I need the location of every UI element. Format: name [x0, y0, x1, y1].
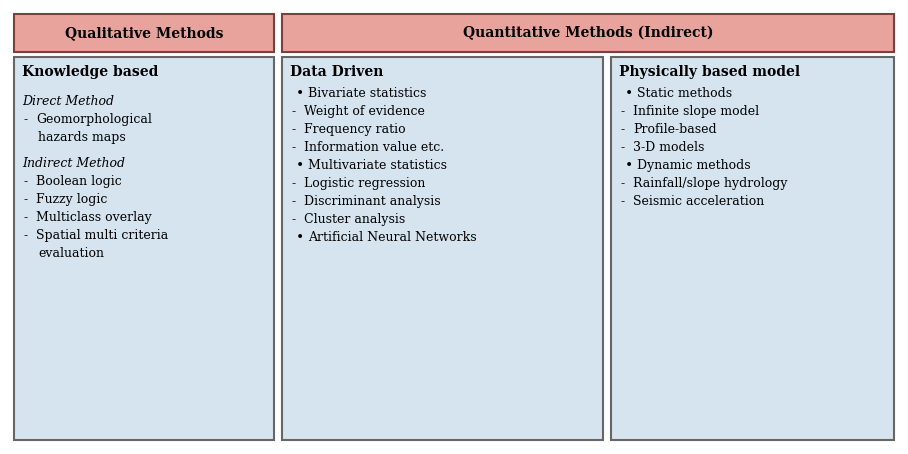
Text: -: -: [621, 123, 625, 136]
Text: Infinite slope model: Infinite slope model: [633, 105, 759, 118]
Text: -: -: [621, 105, 625, 118]
Text: 3-D models: 3-D models: [633, 141, 705, 154]
Text: Boolean logic: Boolean logic: [36, 175, 122, 188]
Text: Multivariate statistics: Multivariate statistics: [308, 159, 447, 172]
Text: Information value etc.: Information value etc.: [303, 141, 444, 154]
Text: Geomorphological: Geomorphological: [36, 113, 152, 126]
Text: Artificial Neural Networks: Artificial Neural Networks: [308, 231, 476, 244]
Text: Data Driven: Data Driven: [290, 65, 383, 79]
Bar: [611, 57, 894, 440]
Text: Fuzzy logic: Fuzzy logic: [36, 193, 107, 206]
Text: -: -: [621, 195, 625, 208]
Text: Cluster analysis: Cluster analysis: [303, 213, 405, 226]
Text: -: -: [291, 177, 296, 190]
Text: -: -: [291, 123, 296, 136]
Text: -: -: [291, 195, 296, 208]
Text: -: -: [291, 213, 296, 226]
Text: Profile-based: Profile-based: [633, 123, 716, 136]
Text: •: •: [625, 159, 633, 173]
Text: Direct Method: Direct Method: [22, 95, 114, 108]
Text: Spatial multi criteria: Spatial multi criteria: [36, 229, 168, 242]
Text: •: •: [625, 87, 633, 101]
Text: -: -: [24, 113, 28, 126]
Text: •: •: [296, 87, 304, 101]
Text: -: -: [24, 229, 28, 242]
Bar: [281, 57, 603, 440]
Text: -: -: [291, 141, 296, 154]
Text: -: -: [24, 211, 28, 224]
Text: Knowledge based: Knowledge based: [22, 65, 158, 79]
Text: Logistic regression: Logistic regression: [303, 177, 425, 190]
Text: Rainfall/slope hydrology: Rainfall/slope hydrology: [633, 177, 787, 190]
Text: -: -: [621, 177, 625, 190]
Text: Static methods: Static methods: [637, 87, 732, 100]
Text: -: -: [24, 175, 28, 188]
Bar: [14, 57, 273, 440]
Text: Physically based model: Physically based model: [618, 65, 800, 79]
Text: •: •: [296, 231, 304, 245]
Text: Weight of evidence: Weight of evidence: [303, 105, 424, 118]
Text: Bivariate statistics: Bivariate statistics: [308, 87, 426, 100]
Text: Discriminant analysis: Discriminant analysis: [303, 195, 440, 208]
Text: hazards maps: hazards maps: [38, 131, 125, 144]
Text: -: -: [291, 105, 296, 118]
Bar: [281, 14, 894, 52]
Text: Seismic acceleration: Seismic acceleration: [633, 195, 764, 208]
Text: -: -: [621, 141, 625, 154]
Bar: [14, 14, 273, 52]
Text: Frequency ratio: Frequency ratio: [303, 123, 405, 136]
Text: •: •: [296, 159, 304, 173]
Text: Dynamic methods: Dynamic methods: [637, 159, 750, 172]
Text: Qualitative Methods: Qualitative Methods: [64, 26, 223, 40]
Text: Multiclass overlay: Multiclass overlay: [36, 211, 152, 224]
Text: Indirect Method: Indirect Method: [22, 157, 125, 170]
Text: Quantitative Methods (Indirect): Quantitative Methods (Indirect): [462, 26, 713, 40]
Text: -: -: [24, 193, 28, 206]
Text: evaluation: evaluation: [38, 247, 104, 260]
